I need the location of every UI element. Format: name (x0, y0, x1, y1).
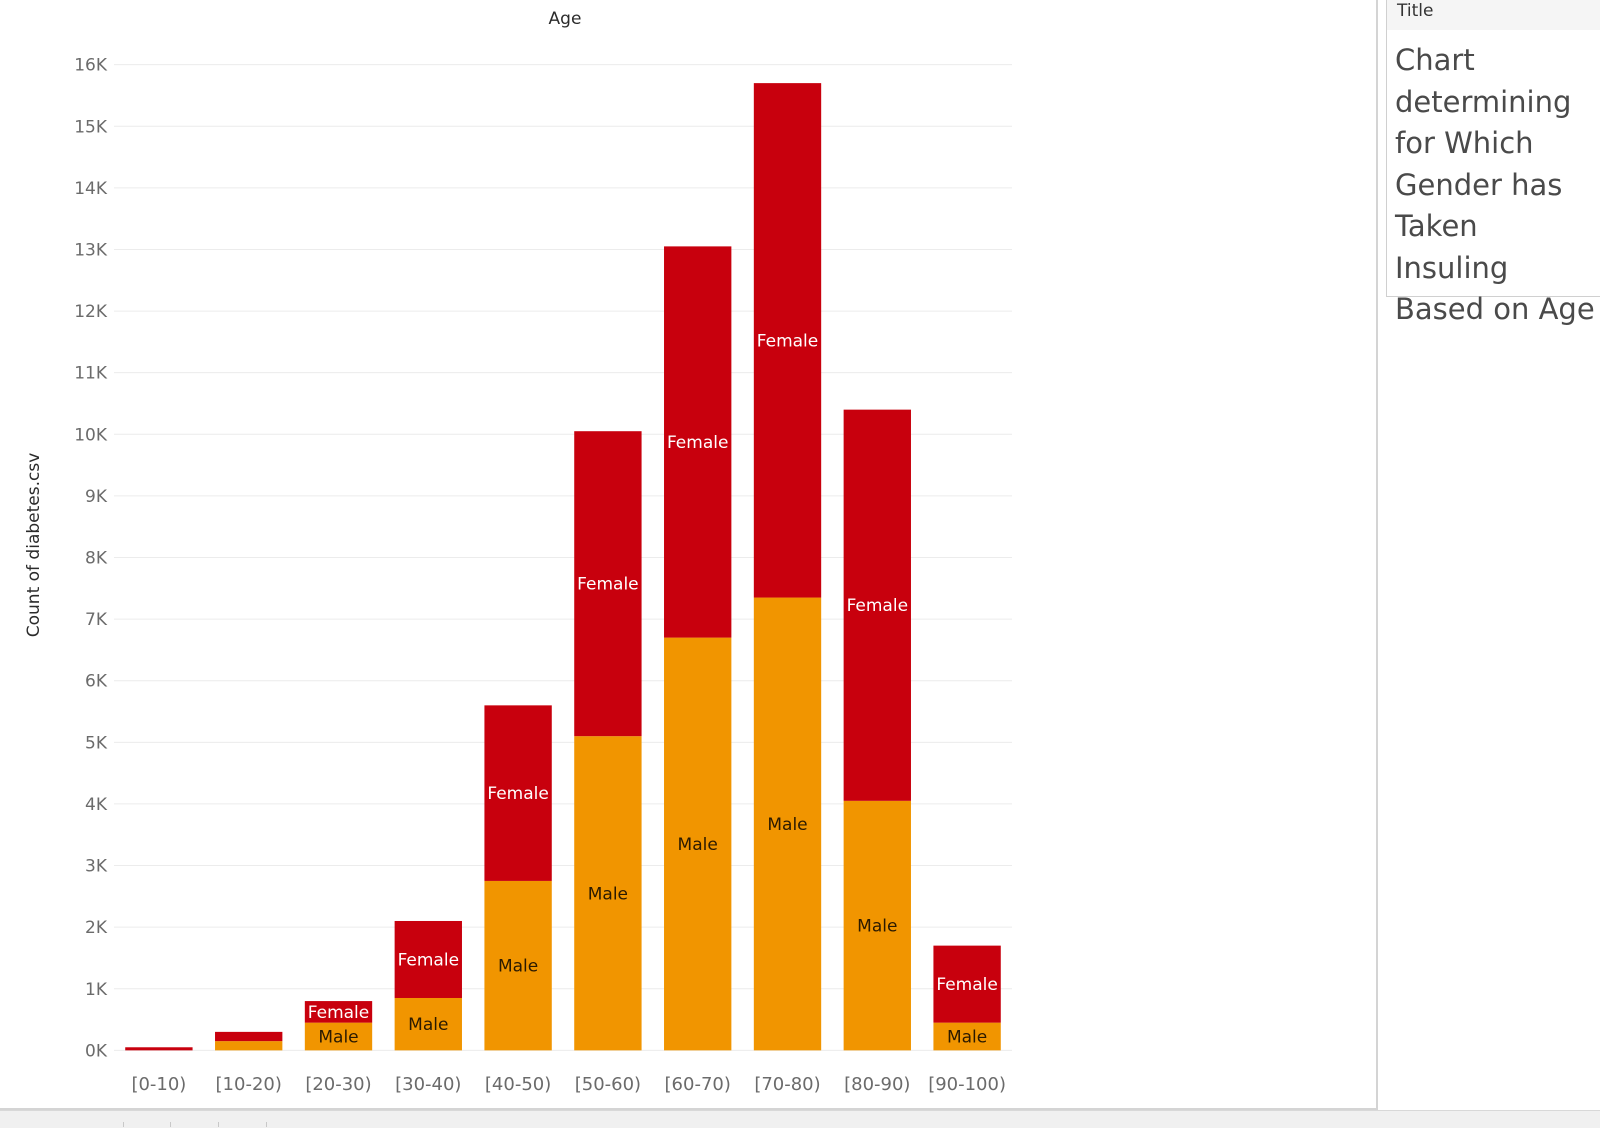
bar-segment-male (843, 800, 911, 1051)
tab-divider (170, 1122, 171, 1127)
chart-pane: Male Female Male Female Male Female Male Female… (0, 0, 1378, 1110)
bar-segment-female (664, 246, 732, 638)
y-axis-ticks: 0K 1K 2K 3K 4K 5K 6K 7K 8K 9K 10K 11K 12K 13K 14K 15K 16… (74, 56, 108, 1062)
segment-label: Female (398, 950, 459, 970)
y-tick-label: 16K (74, 56, 108, 76)
tab-divider (218, 1122, 219, 1127)
y-tick-label: 10K (74, 425, 108, 445)
bar-segment-female (484, 705, 552, 881)
y-tick-label: 13K (74, 240, 108, 260)
title-panel-text: Chart determining for Which Gender has T… (1395, 40, 1599, 331)
segment-label: Male (408, 1015, 448, 1035)
bar-segment-female (574, 431, 642, 737)
title-line: for Which (1395, 126, 1534, 160)
y-tick-label: 11K (74, 364, 108, 384)
y-tick-label: 5K (85, 733, 108, 753)
x-tick-label: [30-40) (395, 1074, 461, 1095)
gridlines (114, 64, 1012, 1051)
segment-label: Male (678, 835, 718, 855)
stacked-bar-chart: Male Female Male Female Male Female Male Female… (24, 9, 1012, 1095)
y-tick-label: 2K (85, 918, 108, 938)
y-axis-title: Count of diabetes.csv (24, 453, 44, 638)
x-axis-title: Age (549, 9, 582, 29)
data-labels: Male Female Male Female Male Female Male Female… (308, 331, 998, 1047)
segment-label: Male (498, 957, 538, 977)
bar-segment-female (215, 1031, 283, 1042)
title-line: Gender has (1395, 167, 1563, 202)
tab-divider (123, 1122, 124, 1127)
bar-segment-male (394, 997, 462, 1051)
y-tick-label: 9K (85, 487, 108, 507)
segment-label: Male (767, 815, 807, 835)
x-tick-label: [10-20) (216, 1074, 282, 1095)
segment-label: Female (577, 575, 638, 595)
title-panel: Title Chart determining for Which Gender… (1386, 0, 1600, 326)
x-tick-label: [70-80) (754, 1074, 820, 1095)
y-tick-label: 7K (85, 610, 108, 630)
y-tick-label: 6K (85, 672, 108, 692)
y-tick-label: 15K (74, 117, 108, 137)
y-tick-label: 8K (85, 549, 108, 569)
segment-label: Female (757, 331, 818, 351)
x-tick-label: [50-60) (575, 1074, 641, 1095)
title-panel-header: Title (1387, 0, 1600, 30)
x-tick-label: [40-50) (485, 1074, 551, 1095)
bar-segment-male (753, 597, 822, 1051)
bar-segment-female (394, 920, 462, 998)
bar-segment-female (304, 1001, 373, 1023)
x-axis-ticks: [0-10) [10-20) [20-30) [30-40) [40-50) [50-60… (131, 1074, 1006, 1095)
bar-segment-male (664, 637, 732, 1051)
segment-label: Male (318, 1027, 358, 1047)
x-tick-label: [20-30) (305, 1074, 371, 1095)
y-tick-label: 3K (85, 857, 108, 877)
segment-label: Female (308, 1003, 369, 1023)
bar-segment-male (933, 1022, 1001, 1051)
segment-label: Female (667, 433, 728, 453)
title-line: Chart (1395, 43, 1475, 77)
segment-label: Female (847, 596, 908, 616)
bar-segment-female (753, 83, 822, 598)
y-tick-label: 4K (85, 795, 108, 815)
y-tick-label: 14K (74, 179, 108, 199)
x-tick-label: [0-10) (131, 1074, 186, 1095)
segment-label: Male (857, 917, 897, 937)
title-line: Based on Age (1395, 292, 1595, 326)
bar-segment-female (933, 945, 1001, 1023)
x-tick-label: [60-70) (665, 1074, 731, 1095)
y-tick-label: 1K (85, 980, 108, 1000)
segment-label: Female (936, 975, 997, 995)
bar-segment-male (215, 1041, 283, 1051)
segment-label: Male (947, 1027, 987, 1047)
bars (125, 83, 1001, 1051)
tab-divider (266, 1122, 267, 1127)
bottom-tab-strip (0, 1110, 1600, 1128)
segment-label: Male (588, 884, 628, 904)
bar-segment-male (304, 1022, 373, 1051)
bar-segment-female (125, 1047, 193, 1051)
x-tick-label: [90-100) (928, 1074, 1006, 1095)
bar-segment-male (574, 736, 642, 1051)
y-tick-label: 12K (74, 302, 108, 322)
segment-label: Female (487, 784, 548, 804)
bar-segment-female (843, 409, 911, 801)
title-line: determining (1395, 84, 1572, 119)
title-line: Taken Insuling (1395, 209, 1509, 285)
y-tick-label: 0K (85, 1041, 108, 1061)
x-tick-label: [80-90) (844, 1074, 910, 1095)
bar-segment-male (484, 880, 552, 1051)
